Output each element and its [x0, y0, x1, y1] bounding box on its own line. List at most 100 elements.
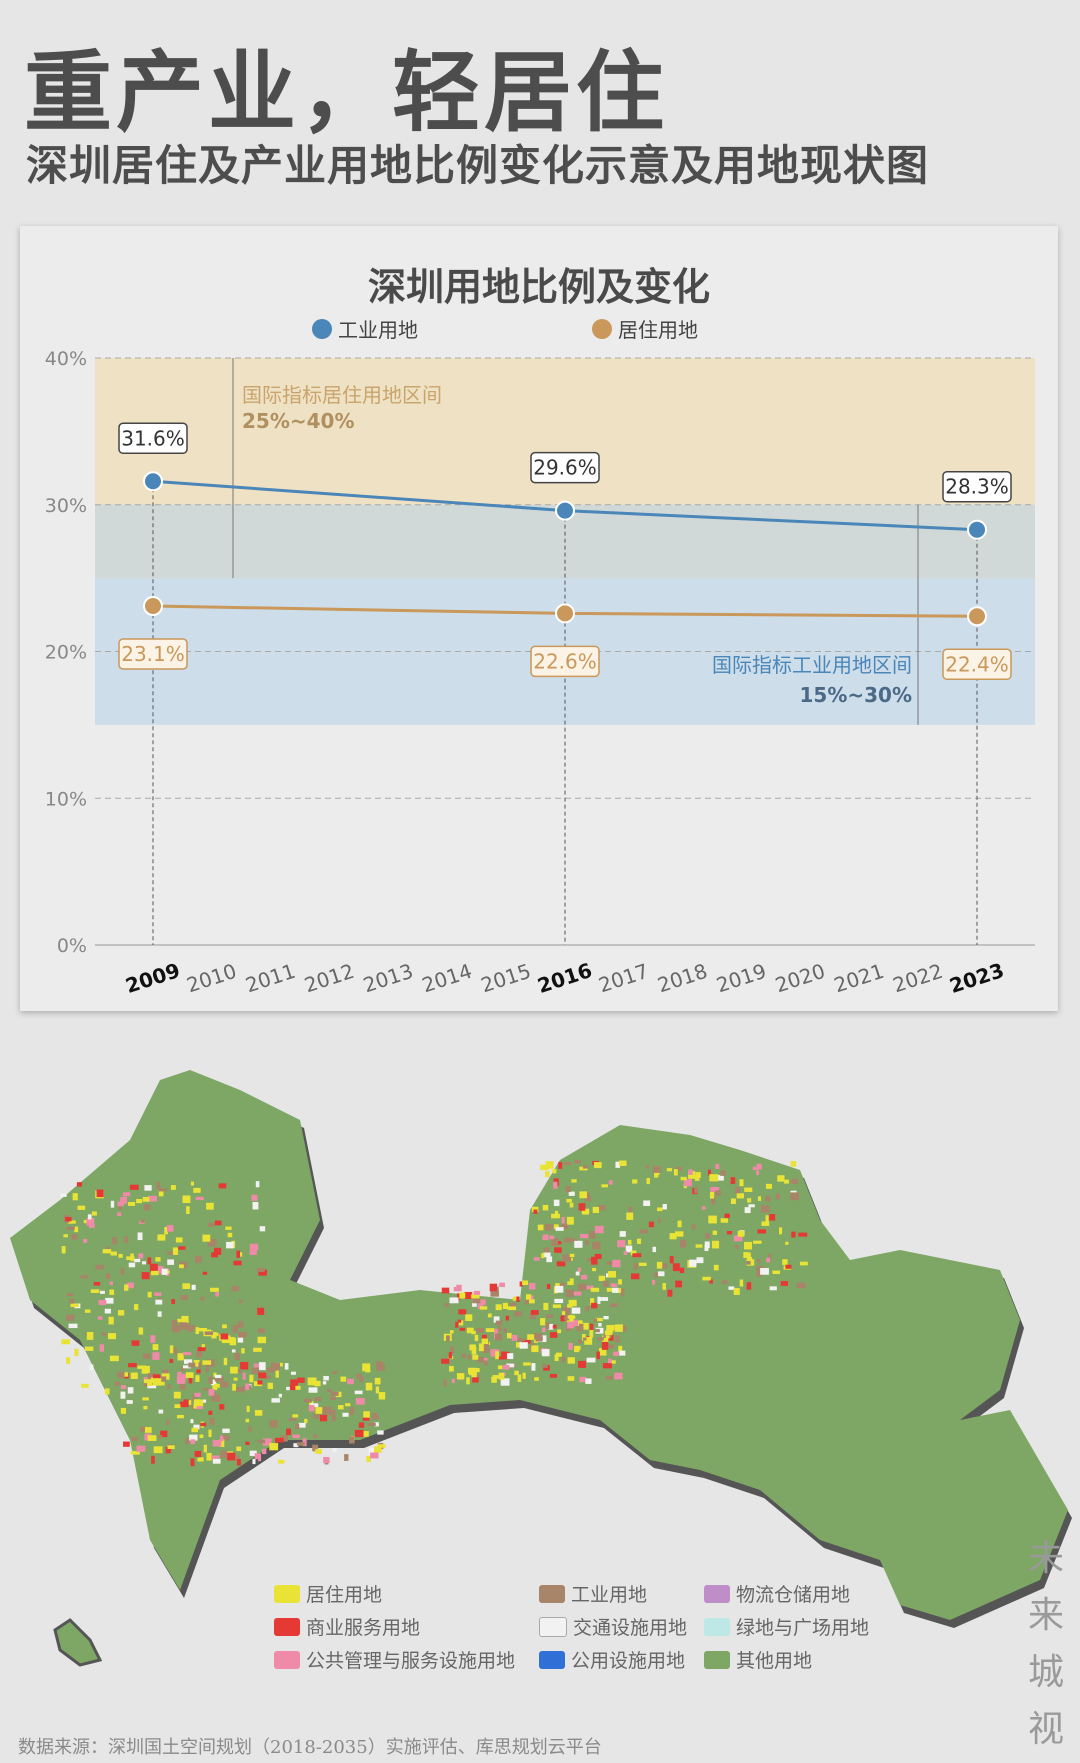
land-patch — [308, 1405, 315, 1412]
land-patch — [534, 1377, 539, 1381]
land-patch — [227, 1232, 233, 1238]
land-patch — [314, 1380, 321, 1387]
land-patch — [720, 1170, 726, 1176]
land-patch — [562, 1307, 571, 1315]
land-patch — [314, 1397, 322, 1402]
land-patch — [138, 1253, 144, 1259]
land-patch — [230, 1366, 238, 1374]
land-patch — [355, 1397, 365, 1405]
land-patch — [213, 1247, 222, 1255]
land-patch — [480, 1358, 488, 1363]
land-patch — [552, 1168, 557, 1174]
land-patch — [165, 1447, 171, 1454]
land-patch — [290, 1371, 296, 1375]
map-legend-item: 居住用地 — [274, 1580, 539, 1607]
land-patch — [87, 1214, 92, 1220]
land-patch — [584, 1240, 589, 1246]
land-patch — [196, 1369, 201, 1374]
land-patch — [479, 1306, 488, 1310]
land-patch — [715, 1190, 721, 1196]
chart-title: 深圳用地比例及变化 — [367, 264, 710, 309]
land-patch — [626, 1212, 634, 1220]
land-patch — [142, 1397, 149, 1401]
land-patch — [374, 1377, 381, 1385]
land-patch — [332, 1371, 338, 1375]
land-patch — [257, 1336, 267, 1344]
land-patch — [249, 1249, 257, 1255]
land-patch — [450, 1346, 455, 1354]
land-patch — [294, 1385, 301, 1390]
land-patch — [578, 1339, 582, 1344]
land-patch — [144, 1427, 152, 1433]
land-patch — [589, 1330, 594, 1338]
land-patch — [223, 1357, 228, 1366]
land-patch — [606, 1327, 614, 1333]
land-patch — [531, 1363, 536, 1371]
land-patch — [473, 1368, 480, 1373]
land-patch — [337, 1405, 344, 1410]
land-patch — [494, 1328, 499, 1333]
land-patch — [249, 1243, 259, 1251]
data-label-box — [118, 422, 188, 455]
land-patch — [695, 1244, 703, 1248]
land-patch — [623, 1251, 627, 1255]
land-patch — [292, 1414, 299, 1418]
land-patch — [576, 1325, 581, 1332]
land-patch — [514, 1370, 519, 1376]
land-patch — [580, 1233, 589, 1239]
land-patch — [589, 1231, 596, 1239]
land-patch — [180, 1295, 188, 1301]
land-patch — [548, 1323, 554, 1330]
land-patch — [171, 1299, 176, 1305]
land-patch — [581, 1322, 589, 1330]
land-patch — [259, 1226, 266, 1232]
land-patch — [191, 1284, 196, 1290]
land-patch — [141, 1272, 150, 1280]
land-patch — [179, 1264, 184, 1269]
land-patch — [191, 1427, 199, 1433]
data-label: 23.1% — [121, 642, 185, 666]
land-patch — [328, 1409, 336, 1416]
land-patch — [449, 1365, 454, 1372]
land-patch — [567, 1321, 576, 1327]
land-patch — [304, 1418, 308, 1424]
land-patch — [598, 1205, 606, 1211]
land-patch — [233, 1377, 238, 1381]
land-patch — [214, 1374, 222, 1379]
land-patch — [456, 1284, 462, 1292]
land-patch — [584, 1196, 592, 1202]
land-patch — [315, 1448, 322, 1454]
land-patch — [74, 1348, 79, 1357]
land-patch — [81, 1383, 89, 1388]
land-patch — [782, 1259, 788, 1265]
land-patch — [143, 1353, 151, 1359]
land-patch — [234, 1352, 240, 1360]
land-patch — [453, 1286, 459, 1292]
land-patch — [577, 1267, 582, 1272]
land-patch — [746, 1252, 751, 1261]
land-patch — [117, 1201, 124, 1207]
land-patch — [497, 1326, 502, 1332]
land-patch — [497, 1365, 503, 1370]
land-patch — [200, 1297, 205, 1301]
land-patch — [625, 1245, 633, 1253]
land-patch — [578, 1203, 586, 1211]
land-patch — [312, 1444, 319, 1452]
land-patch — [456, 1293, 460, 1301]
land-patch — [448, 1352, 453, 1359]
land-patch — [248, 1425, 252, 1432]
land-patch — [189, 1434, 198, 1441]
land-patch — [295, 1423, 300, 1430]
land-patch — [526, 1294, 532, 1300]
land-patch — [464, 1291, 473, 1299]
land-patch — [645, 1165, 650, 1169]
house-icon — [143, 596, 163, 617]
land-patch — [553, 1224, 559, 1229]
legend-swatch — [704, 1584, 730, 1603]
land-patch — [376, 1361, 381, 1369]
land-patch — [235, 1455, 240, 1461]
land-patch — [177, 1318, 184, 1323]
land-patch — [658, 1218, 662, 1223]
land-patch — [561, 1359, 565, 1363]
land-patch — [196, 1406, 203, 1410]
